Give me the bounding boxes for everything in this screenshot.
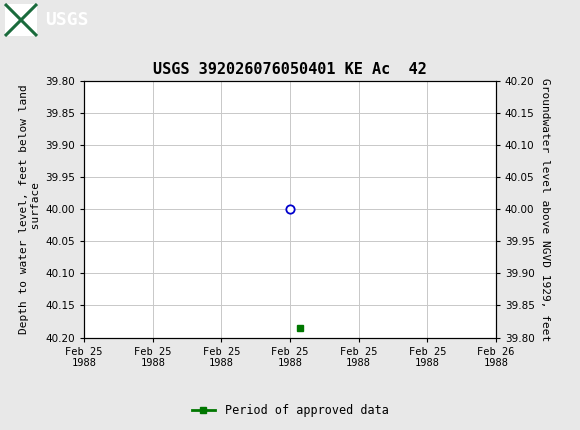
Y-axis label: Depth to water level, feet below land
 surface: Depth to water level, feet below land su… — [20, 84, 41, 334]
Y-axis label: Groundwater level above NGVD 1929, feet: Groundwater level above NGVD 1929, feet — [541, 77, 550, 341]
Bar — [5, 4, 37, 36]
Title: USGS 392026076050401 KE Ac  42: USGS 392026076050401 KE Ac 42 — [153, 62, 427, 77]
Text: USGS: USGS — [45, 11, 89, 29]
Legend: Period of approved data: Period of approved data — [187, 399, 393, 422]
